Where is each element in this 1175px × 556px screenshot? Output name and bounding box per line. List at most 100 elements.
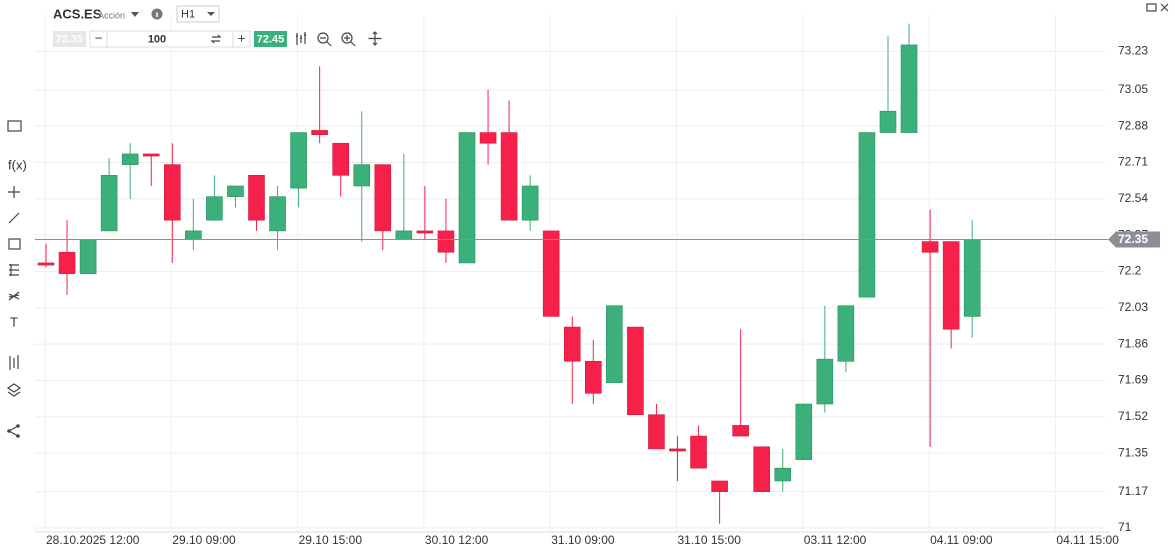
candle-body	[563, 326, 581, 362]
candle-body	[353, 164, 371, 187]
candle-body	[437, 230, 455, 253]
candle-body	[648, 414, 665, 450]
candle-body	[500, 132, 518, 221]
y-tick-label: 72.54	[1118, 191, 1148, 205]
tool-layers[interactable]	[6, 383, 22, 397]
candle-body	[816, 358, 834, 405]
candle-body	[311, 130, 328, 136]
zoom-in-icon[interactable]	[341, 32, 353, 44]
candle-body	[774, 467, 792, 482]
x-tick-label: 28.10.2025 12:00	[46, 533, 140, 547]
tool-rect[interactable]	[7, 120, 22, 132]
candle-body	[732, 425, 749, 437]
candle-body	[269, 196, 286, 232]
candle-body	[58, 251, 76, 274]
quantity-box	[89, 30, 251, 48]
tool-pitchfork[interactable]	[8, 291, 20, 301]
candle-body	[332, 142, 350, 176]
tool-shape[interactable]	[8, 238, 21, 250]
symbol-dropdown[interactable]	[131, 12, 139, 17]
plot: 71 71.17 71.35 71.52 71.69 71.86 72.03 72.2 72.3…	[35, 15, 1160, 547]
y-tick-label: 72.2	[1118, 264, 1142, 278]
timeframe-dropdown	[207, 12, 215, 16]
timeframe-select[interactable]	[176, 5, 220, 23]
tool-indicators[interactable]	[9, 355, 19, 370]
tool-indicator[interactable]: f(x)	[8, 157, 27, 172]
tool-crosshair[interactable]	[8, 186, 20, 198]
candle-body	[753, 446, 771, 492]
candle-body	[900, 44, 918, 133]
candle-body	[921, 241, 939, 253]
x-tick-label: 29.10 15:00	[299, 533, 363, 547]
candle-body	[606, 305, 623, 383]
x-tick-label: 04.11 15:00	[1056, 533, 1119, 547]
zoom-out-glyph	[320, 37, 332, 47]
close-icon[interactable]	[1160, 3, 1169, 12]
x-tick-label: 04.11 09:00	[930, 533, 993, 547]
pan-icon[interactable]	[368, 31, 382, 46]
x-tick-label: 29.10 09:00	[172, 533, 236, 547]
candle-body	[879, 110, 897, 133]
y-tick-label: 71.35	[1118, 445, 1148, 459]
candle-body	[206, 196, 223, 221]
instrument-kind: Acción	[98, 10, 125, 20]
current-price-tag	[1108, 231, 1160, 248]
minus-button[interactable]: −	[95, 30, 103, 45]
candle-body	[458, 132, 476, 264]
y-tick-label: 72.03	[1118, 300, 1148, 314]
bid-price: 72.35	[56, 33, 84, 45]
candle-body	[627, 326, 644, 416]
tool-fib[interactable]	[9, 264, 19, 276]
candle-body	[164, 164, 181, 221]
x-tick-label: 31.10 09:00	[551, 533, 615, 547]
x-tick-label: 03.11 12:00	[804, 533, 867, 547]
x-tick-label: 31.10 15:00	[678, 533, 742, 547]
candle-body	[142, 153, 160, 157]
candle-body	[521, 185, 539, 221]
quantity[interactable]: 100	[148, 33, 166, 45]
y-tick-label: 71.17	[1118, 484, 1148, 498]
y-tick-label: 71.69	[1118, 373, 1148, 387]
y-tick-label: 73.05	[1118, 82, 1148, 96]
candle-body	[479, 132, 497, 144]
candle-body	[100, 175, 118, 232]
tool-text[interactable]: T	[10, 314, 18, 329]
candle-body	[542, 230, 560, 317]
swap-icon[interactable]	[210, 34, 222, 44]
y-tick-label: 73.23	[1118, 44, 1148, 58]
candle-body	[795, 403, 813, 460]
tool-share-dot	[16, 434, 20, 438]
candle-body	[963, 239, 981, 317]
ask-price: 72.45	[257, 33, 285, 45]
candle-body	[121, 153, 139, 165]
candle-body	[37, 262, 55, 266]
y-tick-label: 72.88	[1118, 118, 1148, 132]
candle-body	[416, 230, 434, 234]
candle-body	[669, 448, 686, 452]
current-price-label: 72.35	[1118, 232, 1148, 246]
candle-body	[290, 132, 307, 189]
chart-type-icon[interactable]	[296, 32, 306, 45]
timeframe: H1	[181, 8, 195, 20]
minimize-icon[interactable]	[1146, 3, 1157, 12]
symbol[interactable]: ACS.ES	[53, 6, 102, 21]
tool-line[interactable]	[8, 212, 20, 224]
candle-body	[248, 175, 265, 221]
plus-button[interactable]: +	[238, 30, 246, 45]
x-tick-label: 30.10 12:00	[425, 533, 489, 547]
sell-button[interactable]	[53, 31, 86, 47]
candle-body	[584, 360, 602, 394]
candle-body	[837, 305, 855, 362]
tool-share-dot	[16, 424, 20, 428]
candle-body	[690, 435, 707, 469]
y-tick-label: 72.71	[1118, 155, 1148, 169]
zoom-out-icon[interactable]	[317, 32, 329, 44]
info-icon-glyph	[156, 12, 158, 17]
candle-body	[858, 132, 876, 298]
candle-body	[374, 164, 392, 232]
buy-button[interactable]	[254, 31, 287, 47]
y-tick-label: 71	[1118, 520, 1132, 534]
y-tick-label: 71.86	[1118, 336, 1148, 350]
candle-body	[227, 185, 244, 197]
